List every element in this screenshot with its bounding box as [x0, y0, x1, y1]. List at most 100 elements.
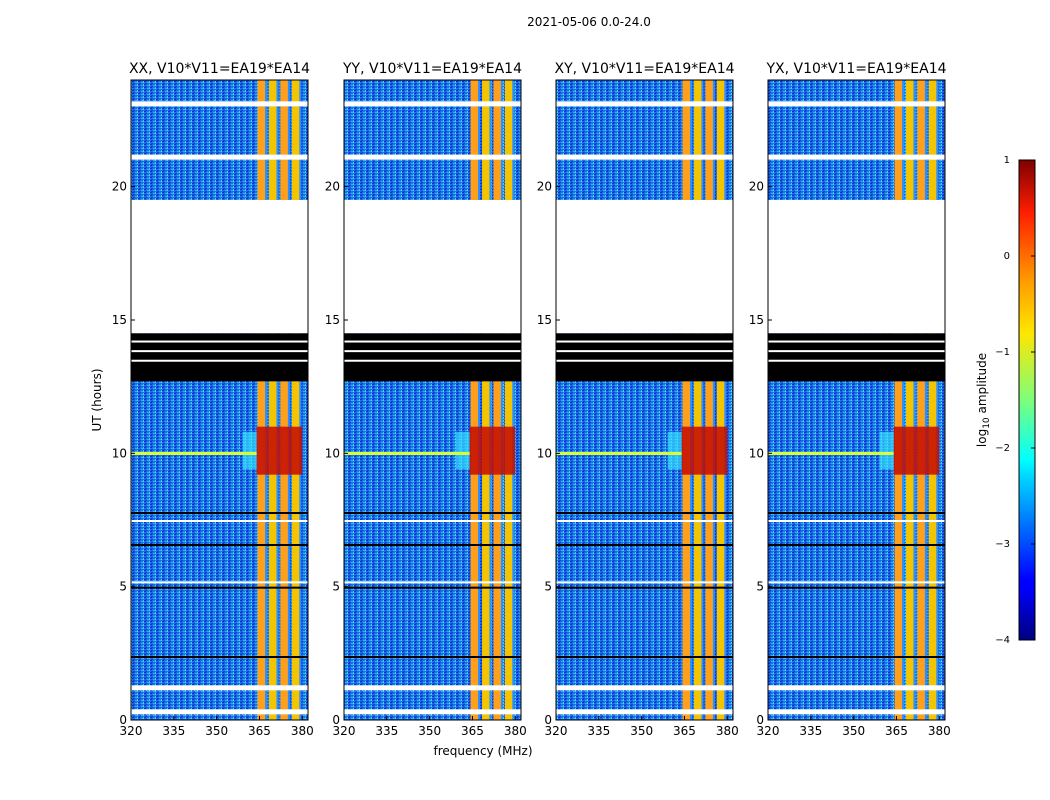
colorbar-tick-label: −1 [995, 347, 1010, 358]
rfi-channel [269, 80, 278, 720]
y-tick-label: 0 [544, 713, 552, 727]
flag-line [344, 656, 521, 658]
y-tick-label: 0 [756, 713, 764, 727]
rfi-channel [917, 80, 926, 720]
rfi-channel-gap [489, 80, 492, 720]
rfi-channel [694, 80, 703, 720]
flag-streak [131, 340, 308, 343]
panel-title: XX, V10*V11=EA19*EA14 [129, 61, 310, 77]
rfi-channel-gap [299, 80, 302, 720]
colorbar-label: log10 amplitude [975, 353, 992, 447]
y-tick-label: 20 [112, 180, 127, 194]
x-tick-label: 350 [630, 724, 653, 738]
gap-line [344, 685, 521, 691]
y-tick-label: 0 [332, 713, 340, 727]
gap-line [556, 520, 733, 522]
data-gap [131, 200, 308, 334]
colorbar-label-prefix: log [975, 429, 989, 447]
data-gap [344, 200, 521, 334]
rfi-channel [493, 80, 502, 720]
y-tick-label: 15 [112, 313, 127, 327]
gap-line [344, 154, 521, 160]
data-gap [768, 200, 945, 334]
flag-line [768, 512, 945, 514]
x-tick-label: 335 [162, 724, 185, 738]
flag-streak [768, 359, 945, 362]
axes-frame [767, 79, 946, 721]
rfi-line-10h [768, 452, 894, 455]
gap-line [556, 154, 733, 160]
gap-line [768, 709, 945, 715]
rfi-line-10h [556, 452, 682, 455]
y-tick-label: 10 [749, 446, 764, 460]
x-tick-label: 320 [120, 724, 143, 738]
flag-streak [131, 359, 308, 362]
rfi-channel [682, 80, 692, 720]
x-tick-label: 380 [291, 724, 314, 738]
data-gap [556, 200, 733, 334]
x-tick-label: 380 [716, 724, 739, 738]
x-tick-label: 335 [799, 724, 822, 738]
x-tick-label: 380 [928, 724, 951, 738]
flag-line [768, 656, 945, 658]
x-tick-label: 320 [333, 724, 356, 738]
y-tick-label: 0 [119, 713, 127, 727]
y-tick-label: 15 [325, 313, 340, 327]
colorbar: 1 0 −1 −2 −3 −4 log10 amplitude [975, 155, 1036, 646]
gap-line [768, 154, 945, 160]
flag-line [131, 656, 308, 658]
y-tick-label: 10 [325, 446, 340, 460]
x-tick-label: 365 [248, 724, 271, 738]
flag-streak [344, 359, 521, 362]
rfi-peak [469, 426, 516, 475]
flag-streak [768, 350, 945, 353]
colorbar-tick-label: −4 [995, 635, 1010, 646]
x-tick-label: 350 [418, 724, 441, 738]
rfi-channel [716, 80, 726, 720]
flag-streak [344, 350, 521, 353]
colorbar-tick-label: −2 [995, 443, 1010, 454]
y-tick-label: 10 [537, 446, 552, 460]
rfi-channel [291, 80, 301, 720]
x-tick-label: 350 [842, 724, 865, 738]
rfi-channel-gap [690, 80, 693, 720]
rfi-channel-gap [500, 80, 503, 720]
panel-1: XX, V10*V11=EA19*EA14 320 335 350 365 380 0 5 10… [112, 61, 314, 738]
y-tick-label: 5 [119, 580, 127, 594]
gap-line [131, 581, 308, 584]
gap-line [344, 581, 521, 584]
rfi-peak [256, 426, 303, 475]
x-tick-label: 320 [545, 724, 568, 738]
panel-4: YX, V10*V11=EA19*EA14 320 335 350 365 380 0 5 10… [749, 61, 951, 738]
x-tick-label: 365 [673, 724, 696, 738]
flag-line [556, 512, 733, 514]
flag-line [344, 512, 521, 514]
axes-frame [555, 79, 734, 721]
rfi-line-10h [344, 452, 470, 455]
colorbar-ticks: 1 0 −1 −2 −3 −4 [995, 155, 1035, 646]
rfi-channel [280, 80, 289, 720]
rfi-channel [257, 80, 267, 720]
rfi-halo [667, 432, 682, 470]
rfi-peak [893, 426, 940, 475]
flag-line [556, 586, 733, 589]
y-tick-label: 5 [332, 580, 340, 594]
gap-line [768, 581, 945, 584]
colorbar-tick-label: 1 [1004, 155, 1010, 166]
colorbar-tick-label: −3 [995, 539, 1010, 550]
y-tick-label: 15 [537, 313, 552, 327]
rfi-channel-gap [701, 80, 704, 720]
rfi-halo [879, 432, 894, 470]
gap-line [131, 709, 308, 715]
panel-2: YY, V10*V11=EA19*EA14 320 335 350 365 380 0 5 10… [325, 61, 527, 738]
heatmap-background [344, 80, 521, 720]
y-tick-label: 20 [749, 180, 764, 194]
x-tick-label: 335 [587, 724, 610, 738]
y-tick-label: 15 [749, 313, 764, 327]
flag-line [768, 544, 945, 546]
gap-line [131, 101, 308, 107]
rfi-channel-gap [478, 80, 481, 720]
gap-line [131, 685, 308, 691]
gap-line [556, 101, 733, 107]
colorbar-tick-label: 0 [1004, 251, 1010, 262]
